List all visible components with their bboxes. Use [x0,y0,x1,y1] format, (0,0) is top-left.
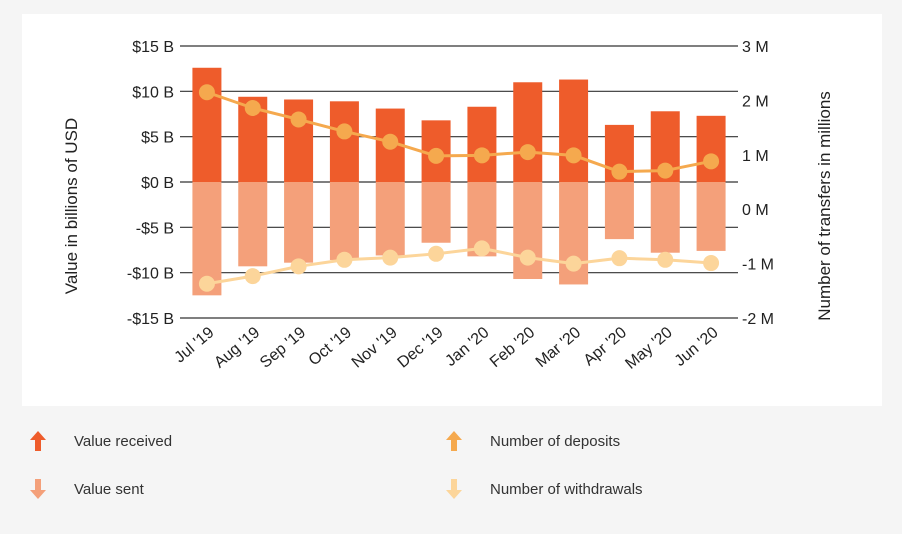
chart-card: $15 B $10 B $5 B $0 B -$5 B -$10 B -$15 B 3 M 2 … [22,14,882,406]
legend-item-value-sent: Value sent [28,477,144,501]
series-line [206,246,712,286]
data-point [428,245,445,262]
bar [421,182,451,243]
y-tick-label: $5 B [141,130,174,147]
series-line [206,90,712,174]
legend-label: Number of withdrawals [490,480,643,498]
bar [559,79,589,182]
data-point [473,240,490,257]
x-tick-label: Feb '20 [487,324,539,371]
data-point [244,100,261,117]
legend-label: Value sent [74,480,144,498]
arrow-up-icon [446,431,462,451]
chart: $15 B $10 B $5 B $0 B -$5 B -$10 B -$15 B 3 M 2 … [62,39,834,373]
x-tick-label: Sep '19 [257,324,309,372]
bar [284,182,314,263]
data-point [290,111,307,128]
legend-item-number-of-deposits: Number of deposits [444,429,620,453]
data-point [336,251,353,268]
data-point [657,251,674,268]
x-tick-label: Apr '20 [581,324,630,369]
data-point [290,258,307,275]
y-tick-label: -$15 B [127,311,174,328]
data-point [473,147,490,164]
x-tick-label: May '20 [622,324,676,373]
x-tick-label: Aug '19 [211,324,263,372]
legend-item-value-received: Value received [28,429,172,453]
x-tick-label: Dec '19 [395,324,447,372]
data-point [611,163,628,180]
data-point [198,275,215,292]
data-point [198,84,215,101]
bar [375,182,405,256]
x-tick-label: Jul '19 [172,324,218,366]
bar [238,182,268,267]
arrow-down-icon [446,479,462,499]
y2-tick-label: 2 M [742,93,769,110]
y2-tick-label: 1 M [742,148,769,165]
y2-tick-label: -1 M [742,257,774,274]
bar [513,82,543,182]
y2-tick-label: -2 M [742,311,774,328]
bar [696,182,726,251]
y2-axis-label: Number of transfers in millions [815,91,834,321]
data-point [336,123,353,140]
legend-label: Value received [74,432,173,450]
y-tick-label: $15 B [132,39,174,56]
data-point [244,268,261,285]
bar [650,182,680,253]
y-tick-label: -$10 B [127,266,174,283]
x-tick-label: Nov '19 [349,324,401,372]
x-tick-label: Oct '19 [306,324,355,369]
data-point [382,133,399,150]
data-point [565,147,582,164]
data-point [657,162,674,179]
bar [696,115,726,182]
y-tick-label: $0 B [141,175,174,192]
y-axis-label: Value in billions of USD [62,118,81,294]
y2-tick-label: 0 M [742,202,769,219]
x-tick-label: Jan '20 [442,324,492,370]
y2-tick-label: 3 M [742,39,769,56]
lines [198,84,720,292]
bar [329,101,359,182]
legend-item-number-of-withdrawals: Number of withdrawals [444,477,643,501]
legend-label: Number of deposits [490,432,621,450]
data-point [519,144,536,161]
data-point [428,147,445,164]
bar [329,182,359,260]
data-point [519,249,536,266]
data-point [703,255,720,272]
y-tick-label: -$5 B [136,220,174,237]
bar [467,106,497,182]
data-point [611,250,628,267]
data-point [382,249,399,266]
x-tick-label: Jun '20 [672,324,722,370]
y-tick-label: $10 B [132,84,174,101]
data-point [703,153,720,170]
data-point [565,255,582,272]
arrow-down-icon [30,479,46,499]
bar [604,182,634,240]
arrow-up-icon [30,431,46,451]
x-tick-label: Mar '20 [533,324,584,371]
